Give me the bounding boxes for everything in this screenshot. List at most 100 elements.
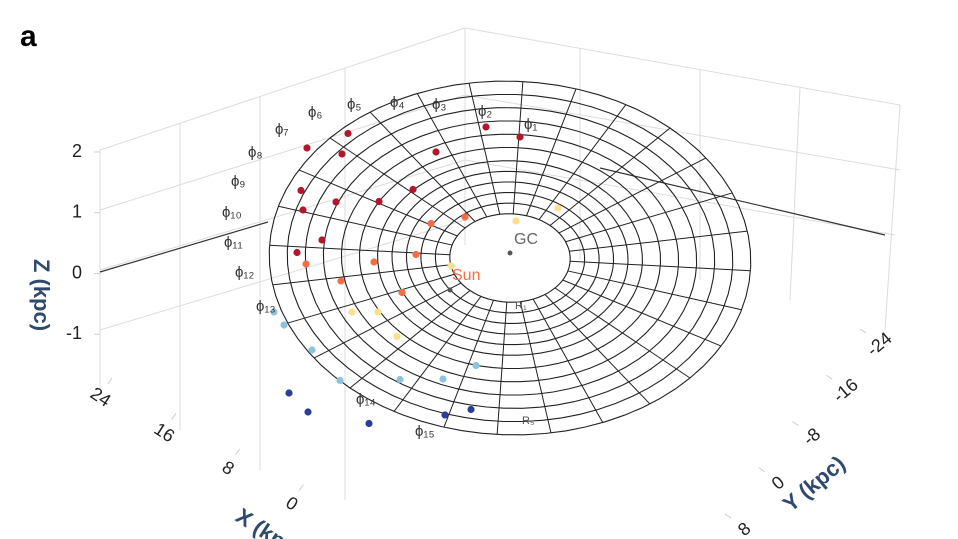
x-tick [298, 484, 304, 491]
y-tick-label: -16 [829, 374, 862, 406]
disk-spoke [569, 230, 748, 252]
disk-spoke [565, 192, 733, 243]
phi-labels: ϕ₁ ϕ₂ ϕ₃ ϕ₄ ϕ₅ ϕ₆ ϕ₇ ϕ₈ ϕ₉ ϕ₁₀ ϕ₁₁ ϕ₁₂ ϕ… [222, 94, 537, 440]
z-tick-label: -1 [66, 323, 82, 343]
point [337, 277, 345, 285]
point [365, 419, 373, 428]
disk-spoke [554, 287, 691, 379]
plane-line [99, 221, 269, 273]
point [398, 288, 406, 297]
phi-label: ϕ₁₄ [356, 391, 376, 408]
disk-spoke [393, 296, 482, 412]
gc-label: GC [514, 231, 538, 248]
point [299, 206, 307, 214]
disk-ring [405, 181, 615, 335]
phi-label: ϕ₁₅ [415, 423, 435, 440]
disk-spoke [519, 301, 552, 433]
ring-label: R₅ [522, 415, 534, 427]
point [318, 236, 326, 244]
disk-ring [420, 192, 600, 324]
point [375, 197, 383, 206]
disk-ring [322, 120, 698, 396]
point [432, 148, 440, 156]
y-tick [825, 374, 833, 380]
ring-label: R₁ [515, 300, 527, 312]
disk-spoke [329, 137, 466, 229]
point [393, 332, 401, 341]
z-tick-label: 2 [72, 141, 82, 161]
disk-spoke [538, 104, 627, 220]
point [308, 346, 316, 354]
point [285, 389, 293, 397]
point [512, 217, 520, 225]
point [467, 405, 475, 414]
phi-label: ϕ₁₁ [224, 234, 243, 251]
phi-label: ϕ₁₃ [256, 298, 276, 315]
point [427, 219, 435, 228]
point [293, 248, 301, 257]
point [338, 150, 346, 158]
x-tick-label: 16 [151, 419, 179, 447]
disk-spoke [287, 273, 455, 324]
point [396, 375, 404, 384]
disk-spoke [369, 111, 476, 222]
point [304, 408, 312, 416]
disk-spoke [416, 93, 488, 218]
phi-label: ϕ₁₀ [222, 204, 242, 221]
points [270, 123, 562, 428]
z-tick-label: 0 [72, 262, 82, 282]
point [439, 375, 447, 383]
disk-spoke [313, 282, 462, 359]
x-tick [171, 413, 177, 420]
y-tick-label: -24 [863, 328, 896, 360]
point [336, 376, 344, 385]
disk-spoke [526, 88, 577, 216]
x-tick [107, 377, 113, 385]
y-axis-label: Y (kpc) [778, 451, 850, 517]
point [472, 361, 480, 370]
disk-spoke [567, 270, 742, 311]
z-axis-label: Z (kpc) [29, 259, 54, 331]
x-axis-label: X (kpc) [231, 503, 306, 539]
gc-dot [507, 250, 513, 256]
point [554, 204, 562, 212]
disk-ring [391, 170, 629, 346]
disk-ring [304, 107, 716, 409]
phi-label: ϕ₁₂ [235, 264, 254, 281]
phi-label: ϕ₈ [248, 144, 263, 161]
sun-label: Sun [452, 267, 480, 284]
y-tick [724, 513, 732, 519]
disk-grid [268, 80, 752, 436]
disk-ring [434, 202, 586, 314]
phi-label: ϕ₁ [524, 116, 537, 133]
phi-label: ϕ₇ [275, 121, 289, 138]
point [461, 213, 469, 221]
disk-spoke [558, 157, 707, 234]
disk-spoke [549, 127, 671, 226]
point [270, 308, 278, 316]
phi-label: ϕ₆ [308, 104, 322, 121]
phi-label: ϕ₃ [432, 96, 447, 113]
point [516, 133, 524, 141]
point [409, 185, 417, 194]
point [302, 260, 310, 268]
phi-label: ϕ₅ [347, 96, 361, 113]
sun-dot [447, 287, 453, 293]
disk-ring [377, 160, 643, 356]
disk-spoke [269, 244, 450, 256]
y-tick-label: -8 [799, 424, 824, 450]
disk-spoke [278, 205, 453, 246]
point [447, 262, 455, 270]
point [412, 250, 420, 259]
point [280, 321, 288, 329]
disk-spoke [570, 260, 751, 272]
point [441, 411, 449, 419]
point [332, 198, 340, 206]
panel-label: a [20, 20, 37, 53]
point [482, 123, 490, 131]
x-tick [235, 448, 240, 456]
box-grid [99, 27, 901, 500]
y-tick [758, 467, 766, 473]
point [374, 308, 382, 316]
disk-spoke [544, 294, 651, 405]
